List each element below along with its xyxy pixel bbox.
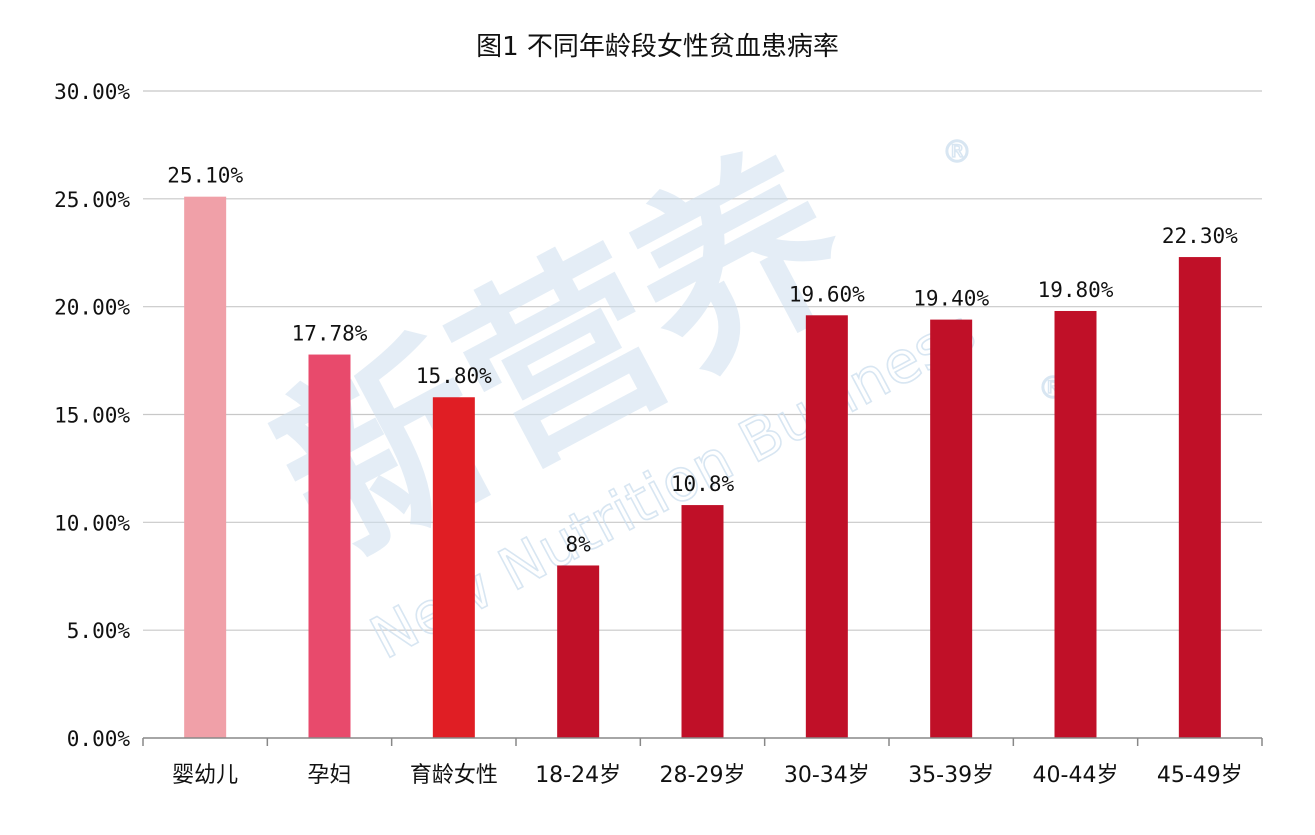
x-axis-category-labels: 婴幼儿 孕妇 育龄女性 18-24岁 28-29岁 30-34岁 35-39岁 40-44岁 4… [172, 763, 1243, 788]
data-label: 8% [566, 532, 592, 556]
chart-title: 图1 不同年龄段女性贫血患病率 [476, 32, 839, 62]
data-label: 15.80% [416, 364, 492, 388]
x-category-label: 40-44岁 [1033, 763, 1119, 788]
x-category-label: 35-39岁 [908, 763, 994, 788]
x-axis [142, 737, 1263, 746]
x-category-label: 育龄女性 [410, 763, 498, 788]
bar [557, 565, 600, 738]
y-tick-label: 20.00% [54, 296, 130, 320]
bar [184, 196, 227, 739]
bar [1178, 257, 1221, 738]
x-category-label: 孕妇 [307, 763, 351, 788]
x-category-label: 28-29岁 [660, 763, 746, 788]
bar [930, 319, 973, 738]
bar [805, 315, 848, 738]
data-label: 19.60% [789, 282, 865, 306]
watermark-registered-mark: ® [942, 135, 972, 170]
data-label: 10.8% [671, 472, 735, 496]
x-category-label: 婴幼儿 [172, 763, 238, 788]
data-label: 19.80% [1038, 278, 1114, 302]
y-tick-label: 15.00% [54, 404, 130, 428]
data-label: 25.10% [167, 164, 243, 188]
bar [308, 354, 351, 738]
x-category-label: 45-49岁 [1157, 763, 1243, 788]
y-tick-label: 5.00% [67, 619, 131, 643]
y-tick-label: 25.00% [54, 188, 130, 212]
bar [1054, 310, 1097, 738]
x-category-label: 18-24岁 [535, 763, 621, 788]
data-labels: 25.10% 17.78% 15.80% 8% 10.8% 19.60% 19.40% 19.… [167, 164, 1238, 557]
bar [432, 397, 475, 738]
bar [681, 505, 724, 738]
bars [184, 196, 1221, 739]
x-category-label: 30-34岁 [784, 763, 870, 788]
y-tick-label: 30.00% [54, 80, 130, 104]
data-label: 22.30% [1162, 224, 1238, 248]
y-tick-label: 10.00% [54, 511, 130, 535]
data-label: 19.40% [913, 287, 989, 311]
data-label: 17.78% [292, 322, 368, 346]
y-tick-label: 0.00% [67, 727, 131, 751]
y-axis-tick-labels: 0.00% 5.00% 10.00% 15.00% 20.00% 25.00% 30.00% [54, 80, 130, 751]
